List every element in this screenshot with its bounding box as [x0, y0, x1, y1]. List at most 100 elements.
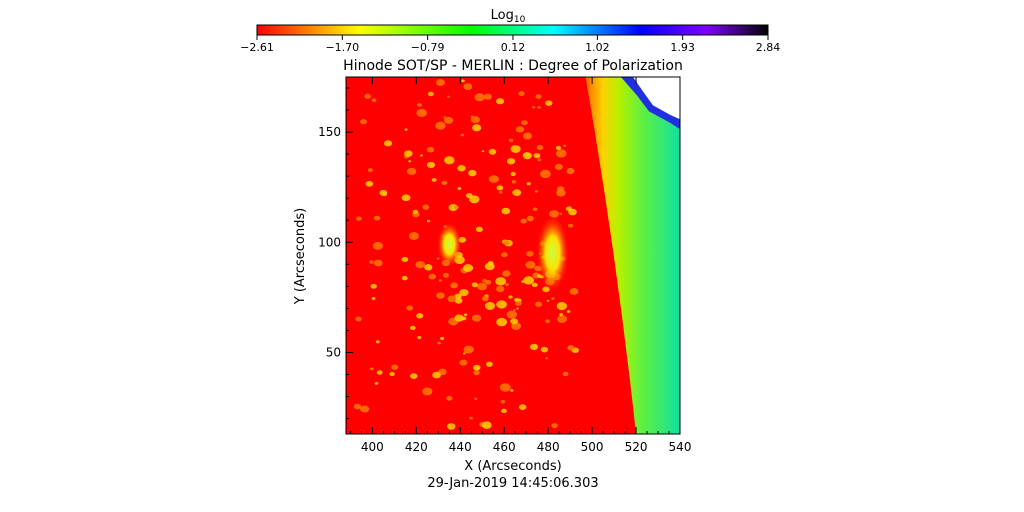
- polarization-patch: [444, 116, 454, 124]
- polarization-patch: [521, 120, 528, 126]
- bright-patch: [437, 222, 462, 267]
- polarization-patch: [534, 190, 539, 193]
- polarization-patch: [426, 161, 436, 169]
- polarization-patch: [408, 160, 412, 163]
- x-axis: 400 420 440 460 480 500 520 540: [349, 77, 692, 454]
- polarization-patch: [355, 316, 362, 322]
- polarization-patch: [563, 144, 567, 148]
- polarization-patch: [448, 204, 458, 212]
- polarization-patch: [522, 152, 532, 160]
- polarization-patch: [415, 260, 426, 269]
- polarization-patch: [435, 79, 445, 86]
- polarization-patch: [426, 219, 431, 223]
- polarization-patch: [554, 163, 563, 170]
- polarization-patch: [428, 273, 437, 280]
- polarization-patch: [569, 288, 579, 295]
- polarization-patch: [499, 383, 511, 392]
- polarization-patch: [555, 145, 562, 150]
- polarization-patch: [540, 346, 549, 353]
- polarization-patch: [370, 283, 377, 289]
- polarization-patch: [537, 105, 541, 109]
- polarization-patch: [417, 336, 422, 340]
- polarization-patch: [369, 367, 374, 371]
- polarization-patch: [551, 297, 555, 300]
- polarization-patch: [469, 195, 480, 204]
- y-tick-label: 100: [318, 235, 341, 249]
- polarization-patch: [499, 191, 503, 194]
- polarization-map: [346, 77, 680, 434]
- polarization-patch: [533, 152, 541, 159]
- x-tick-label: 480: [537, 440, 560, 454]
- polarization-patch: [420, 154, 423, 157]
- polarization-patch: [471, 314, 482, 322]
- polarization-patch: [469, 416, 473, 420]
- polarization-patch: [566, 167, 575, 175]
- polarization-patch: [391, 364, 399, 370]
- colorbar-tick-label: −1.70: [325, 41, 359, 54]
- polarization-patch: [471, 282, 479, 288]
- polarization-patch: [496, 98, 505, 105]
- timestamp: 29-Jan-2019 14:45:06.303: [427, 476, 598, 491]
- polarization-patch: [496, 185, 504, 191]
- polarization-patch: [502, 270, 511, 277]
- colorbar-label: Log10: [491, 8, 526, 25]
- polarization-patch: [536, 144, 544, 151]
- polarization-patch: [495, 277, 507, 286]
- polarization-patch: [412, 209, 419, 214]
- polarization-patch: [416, 108, 427, 118]
- polarization-patch: [365, 180, 374, 187]
- polarization-patch: [375, 340, 380, 344]
- polarization-patch: [454, 314, 464, 322]
- polarization-patch: [454, 293, 462, 300]
- polarization-patch: [442, 272, 450, 278]
- y-axis-label: Y (Arcseconds): [293, 208, 308, 305]
- polarization-patch: [427, 91, 434, 97]
- polarization-patch: [371, 98, 377, 102]
- polarization-patch: [444, 156, 455, 165]
- colorbar-tick-label: 1.93: [670, 41, 695, 54]
- polarization-patch: [473, 370, 480, 376]
- polarization-patch: [481, 296, 489, 302]
- polarization-patch: [501, 408, 507, 414]
- polarization-patch: [477, 282, 488, 291]
- polarization-patch: [503, 240, 510, 246]
- polarization-patch: [474, 93, 485, 102]
- y-tick-label: 150: [318, 125, 341, 139]
- polarization-patch: [437, 341, 441, 345]
- x-tick-label: 400: [361, 440, 384, 454]
- polarization-patch: [501, 207, 511, 215]
- polarization-patch: [488, 175, 499, 183]
- polarization-patch: [567, 223, 574, 228]
- polarization-patch: [484, 302, 496, 310]
- polarization-patch: [417, 103, 422, 107]
- polarization-patch: [367, 168, 373, 173]
- polarization-patch: [436, 292, 445, 299]
- polarization-patch: [373, 215, 381, 221]
- polarization-patch: [559, 312, 564, 316]
- polarization-patch: [383, 140, 393, 147]
- polarization-patch: [432, 371, 441, 379]
- polarization-patch: [441, 180, 448, 186]
- polarization-patch: [463, 83, 473, 90]
- x-tick-label: 460: [493, 440, 516, 454]
- polarization-patch: [447, 295, 457, 303]
- polarization-patch: [487, 261, 494, 266]
- bright-patch: [536, 215, 569, 292]
- x-tick-label: 540: [669, 440, 692, 454]
- x-tick-label: 500: [581, 440, 604, 454]
- polarization-patch: [551, 423, 558, 429]
- polarization-patch: [360, 119, 367, 125]
- polarization-patch: [518, 91, 525, 96]
- polarization-patch: [496, 300, 507, 309]
- off-limb-region: [585, 77, 680, 434]
- polarization-patch: [424, 264, 433, 271]
- polarization-patch: [488, 148, 497, 155]
- polarization-patch: [463, 345, 474, 354]
- y-tick-label: 50: [326, 345, 341, 359]
- y-axis: 50 100 150: [318, 87, 353, 420]
- polarization-patch: [435, 121, 446, 130]
- polarization-patch: [559, 212, 563, 215]
- polarization-patch: [568, 208, 577, 216]
- polarization-patch: [474, 397, 478, 401]
- polarization-patch: [535, 94, 542, 99]
